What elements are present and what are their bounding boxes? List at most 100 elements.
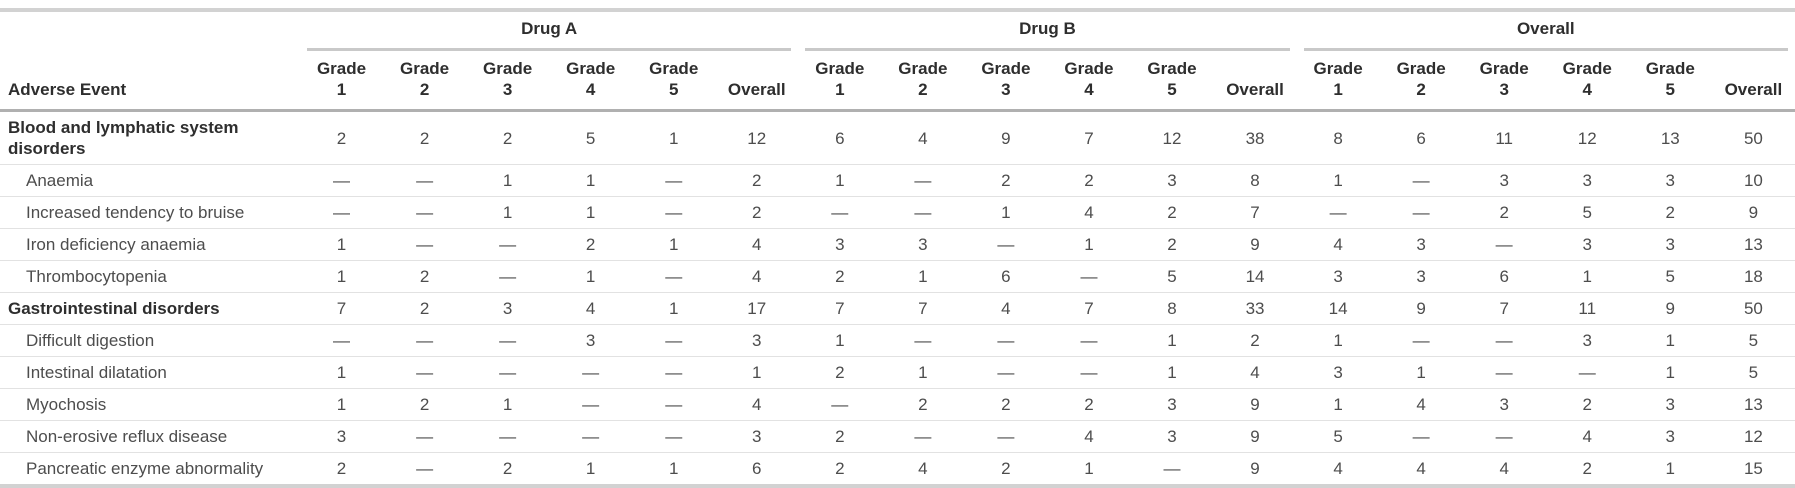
table-cell: 3 [1545,164,1629,197]
table-cell: 6 [1462,260,1546,293]
sub-column-header: Grade 2 [881,51,965,112]
table-cell: — [300,196,384,229]
table-cell: 1 [549,164,633,197]
table-cell: 2 [964,388,1048,421]
table-cell: 14 [1213,260,1297,293]
table-cell: — [1379,164,1463,197]
table-cell: 3 [881,228,965,261]
table-header: Adverse Event Drug A Drug B Overall Grad… [0,10,1795,112]
table-cell: 5 [1296,420,1380,453]
sub-column-header: Overall [1213,51,1297,112]
table-cell: 1 [1047,228,1131,261]
table-cell: 4 [1047,196,1131,229]
table-cell: 2 [798,452,882,486]
table-cell: 4 [1379,388,1463,421]
table-cell: — [632,196,716,229]
table-cell: 2 [964,164,1048,197]
table-cell: — [1462,356,1546,389]
table-cell: — [549,388,633,421]
table-cell: 1 [549,196,633,229]
table-cell: 4 [715,260,799,293]
table-cell: 5 [1628,260,1712,293]
table-cell: 2 [964,452,1048,486]
row-label: Gastrointestinal disorders [0,292,300,325]
table-cell: 3 [1628,164,1712,197]
sub-column-header: Grade 5 [632,51,716,112]
table-cell: 1 [300,356,384,389]
table-cell: — [632,388,716,421]
table-cell: 1 [964,196,1048,229]
sub-column-header: Grade 3 [1462,51,1546,112]
table-cell: — [1296,196,1380,229]
category-row: Gastrointestinal disorders 7 2 3 4 1 17 7 7 4 7 8 33… [0,292,1795,325]
table-cell: 4 [1462,452,1546,486]
table-cell: 1 [300,260,384,293]
row-label: Iron deficiency anaemia [0,228,300,261]
table-cell: — [798,388,882,421]
table-cell: 3 [466,292,550,325]
table-cell: — [1379,324,1463,357]
table-cell: 1 [1296,164,1380,197]
table-cell: 2 [383,260,467,293]
table-cell: 2 [502,128,513,148]
table-cell: 5 [1711,324,1795,357]
table-cell: 1 [1047,452,1131,486]
table-cell: 5 [585,128,596,148]
table-cell: — [383,196,467,229]
table-cell: 1 [549,260,633,293]
table-cell: 3 [549,324,633,357]
table-cell: — [798,196,882,229]
event-row: Iron deficiency anaemia 1— —2 1 4 3 3—1 2 9 4 3—3 3… [0,228,1795,261]
table-cell: 3 [1628,420,1712,453]
table-cell: 1 [798,324,882,357]
table-cell: 1 [300,388,384,421]
table-cell: — [1130,452,1214,486]
table-cell: 2 [798,420,882,453]
table-cell: 2 [383,292,467,325]
table-cell: 1 [549,452,633,486]
event-row: Anaemia — —1 1—2 1—2 2 3 8 1—3 3 3 10 [0,164,1795,197]
table-cell: 7 [1462,292,1546,325]
table-cell: 1 [1296,324,1380,357]
row-label: Difficult digestion [0,324,300,357]
table-cell: 1 [1628,356,1712,389]
table-cell: — [881,420,965,453]
table-cell: — [466,420,550,453]
table-cell: 13 [1711,228,1795,261]
table-cell: 11 [1545,292,1629,325]
table-cell: 3 [1130,420,1214,453]
table-cell: 3 [1545,324,1629,357]
table-cell: 9 [1213,388,1297,421]
table-cell: 7 [881,292,965,325]
sub-column-header: Grade 5 [1628,51,1712,112]
table-cell: 6 [715,452,799,486]
sub-column-header: Overall [715,51,799,112]
table-cell: 2 [300,452,384,486]
table-cell: 3 [1545,228,1629,261]
table-cell: 2 [1545,388,1629,421]
table-cell: 4 [964,292,1048,325]
row-label: Non-erosive reflux disease [0,420,300,453]
table-cell: — [1545,356,1629,389]
table-cell: 3 [1296,356,1380,389]
table-cell: 3 [715,420,799,453]
table-cell: 1 [1379,356,1463,389]
table-cell: — [964,324,1048,357]
event-row: Increased tendency to bruise — —1 1—2— —1 4 2 7… [0,196,1795,229]
event-row: Myochosis 1 2 1— —4—2 2 2 3 9 1 4 3 2 3 13 [0,388,1795,421]
table-cell: — [383,452,467,486]
table-cell: 9 [1379,292,1463,325]
table-cell: 2 [1130,196,1214,229]
table-cell: 3 [1462,164,1546,197]
event-row: Intestinal dilatation 1— — — —1 2 1— —1 4 3 1— —1 5 [0,356,1795,389]
table-body: Blood and lymphatic system disorders 2 2 2 5… [0,111,1795,486]
sub-column-header: Grade 3 [964,51,1048,112]
table-cell: 2 [336,128,347,148]
table-cell: 2 [1213,324,1297,357]
table-cell: 5 [1711,356,1795,389]
table-cell: 13 [1660,128,1680,148]
table-cell: 6 [964,260,1048,293]
table-cell: 2 [1462,196,1546,229]
table-cell: 1 [466,164,550,197]
sub-column-header: Grade 1 [1296,51,1380,112]
